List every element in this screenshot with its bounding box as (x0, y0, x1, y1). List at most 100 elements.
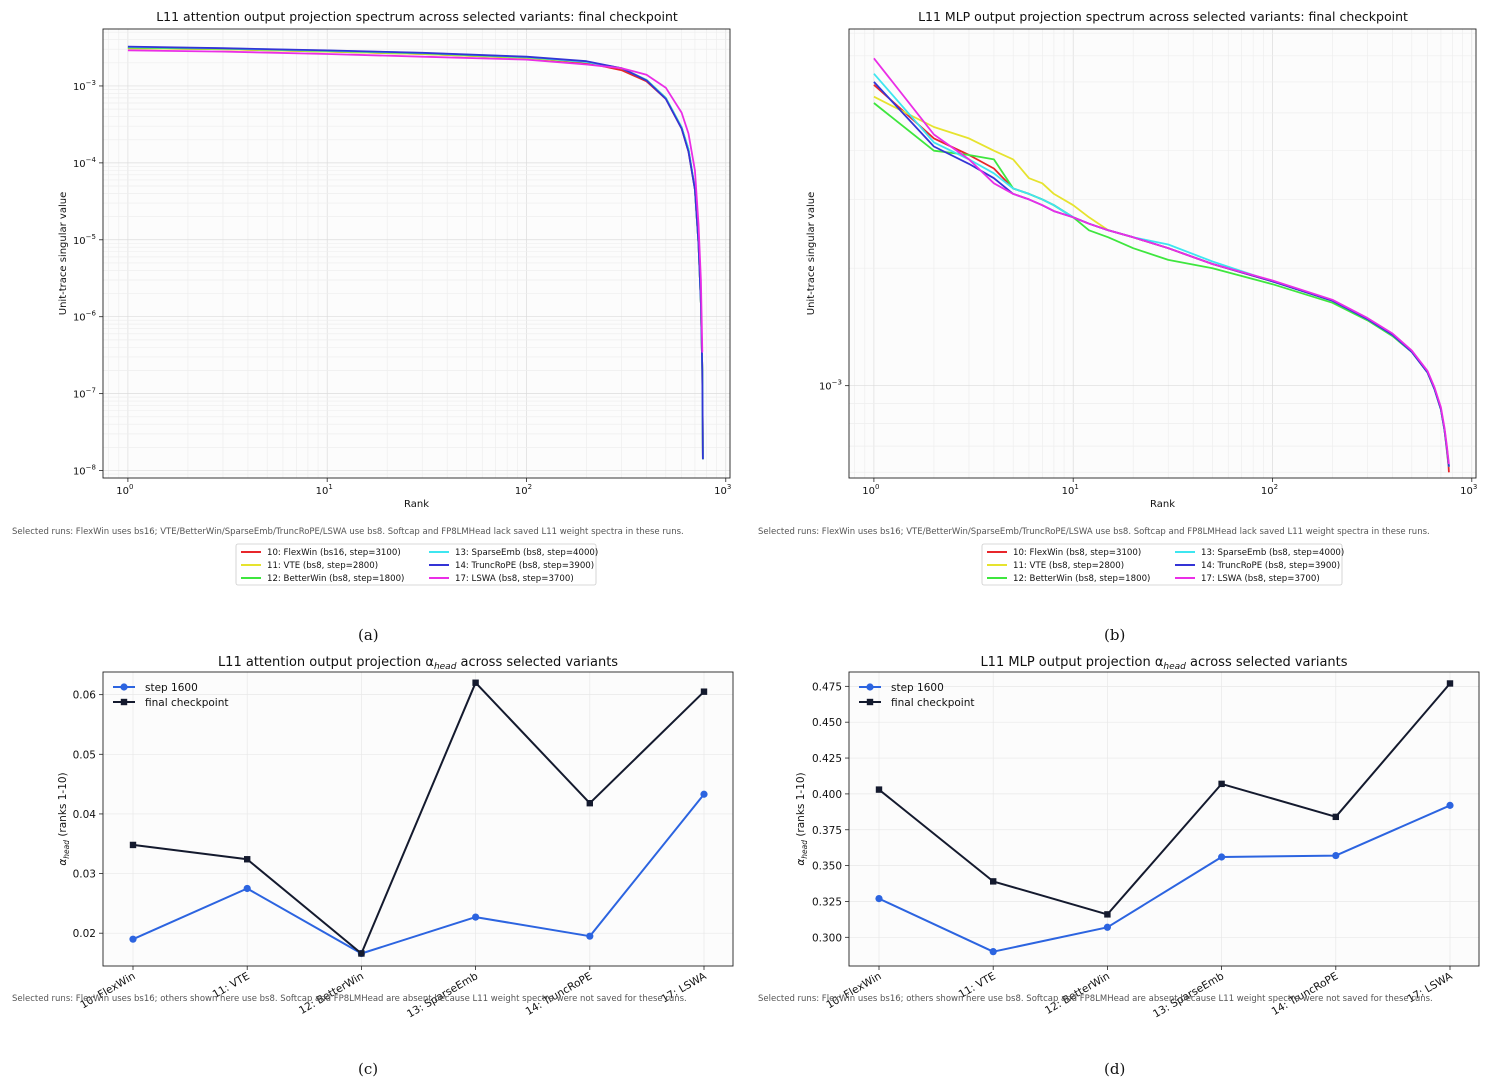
series-line-step1600 (132, 793, 705, 955)
data-point-step1600 (1332, 851, 1340, 860)
footnote-b: Selected runs: FlexWin uses bs16; VTE/Be… (758, 527, 1430, 537)
data-point-step1600 (129, 935, 137, 943)
data-point-step1600 (243, 884, 251, 893)
y-tick-label: 0.375 (812, 825, 842, 837)
grid (103, 29, 730, 479)
data-point-step1600 (1446, 801, 1454, 809)
caption-c: (c) (358, 1060, 379, 1078)
caption-b: (b) (1104, 626, 1126, 644)
data-point-final (700, 688, 708, 695)
series-line-step1600 (878, 804, 1451, 953)
x-tick-label: 102 (515, 483, 532, 497)
legend-label: 12: BetterWin (bs8, step=1800) (1013, 574, 1150, 584)
legend-label: 10: FlexWin (bs16, step=3100) (267, 548, 401, 558)
data-point-final (990, 878, 997, 885)
x-tick-label: 102 (1261, 483, 1278, 497)
data-point-final (875, 786, 883, 793)
data-point-final (1332, 813, 1339, 821)
legend-marker (866, 683, 874, 691)
y-tick-label: 0.350 (812, 861, 842, 873)
data-point-final (1104, 911, 1111, 918)
data-point-step1600 (1218, 853, 1226, 861)
y-axis-label: αhead (ranks 1-10) (57, 772, 71, 865)
y-tick-label: 10−3 (73, 79, 96, 93)
series-line-17 (127, 49, 704, 353)
legend-marker (120, 698, 128, 706)
caption-d: (d) (1104, 1060, 1126, 1078)
footnote-d: Selected runs: FlexWin uses bs16; others… (758, 994, 1433, 1004)
y-axis-label: Unit-trace singular value (58, 192, 69, 315)
legend-label: step 1600 (891, 682, 944, 694)
y-axis-label: Unit-trace singular value (806, 192, 817, 315)
plot-frame (848, 671, 1480, 967)
x-tick-label: 101 (316, 483, 333, 497)
plot-area (103, 29, 730, 478)
caption-a: (a) (358, 626, 379, 644)
y-axis-label: αhead (ranks 1-10) (795, 772, 809, 865)
plot-area (849, 29, 1476, 478)
footnote-c: Selected runs: FlexWin uses bs16; others… (12, 994, 687, 1004)
data-point-final (358, 950, 365, 957)
chart-title: L11 MLP output projection spectrum acros… (918, 9, 1408, 24)
legend-label: 17: LSWA (bs8, step=3700) (455, 574, 574, 584)
x-tick-label: 10: FlexWin (78, 970, 137, 1011)
y-tick-label: 10−8 (73, 464, 96, 478)
data-point-step1600 (472, 913, 480, 921)
plot-frame (848, 28, 1477, 479)
legend-label: 10: FlexWin (bs8, step=3100) (1013, 548, 1141, 558)
y-tick-label: 10−6 (73, 310, 97, 324)
legend-label: 13: SparseEmb (bs8, step=4000) (1201, 548, 1344, 558)
data-point-final (472, 679, 479, 686)
legend-marker (866, 698, 874, 706)
data-point-final (129, 841, 137, 849)
series-line-14 (127, 45, 704, 460)
legend-label: 11: VTE (bs8, step=2800) (1013, 561, 1124, 571)
footnote-a: Selected runs: FlexWin uses bs16; VTE/Be… (12, 527, 684, 537)
legend-frame (235, 543, 597, 586)
legend: step 1600 final checkpoint (113, 682, 228, 709)
data-point-step1600 (586, 932, 594, 940)
legend: 10: FlexWin (bs16, step=3100) 11: VTE (bs… (235, 543, 598, 586)
y-tick-label: 10−3 (819, 379, 842, 393)
y-tick-label: 10−5 (73, 233, 96, 247)
legend: 10: FlexWin (bs8, step=3100) 11: VTE (bs8… (981, 543, 1344, 586)
data-point-final (586, 799, 593, 807)
x-tick-label: 100 (116, 483, 133, 497)
data-point-step1600 (1103, 923, 1111, 931)
x-axis-label: Rank (1150, 499, 1175, 510)
y-tick-label: 0.400 (812, 789, 842, 801)
grid (849, 672, 1479, 966)
data-point-final (244, 856, 251, 863)
legend-label: step 1600 (145, 682, 198, 694)
data-point-step1600 (700, 790, 708, 798)
y-tick-label: 0.03 (73, 869, 96, 881)
grid (103, 672, 733, 966)
plot-frame (102, 28, 731, 479)
y-tick-label: 0.02 (73, 928, 96, 940)
data-point-final (1218, 780, 1225, 788)
legend-label: 11: VTE (bs8, step=2800) (267, 561, 378, 571)
legend-label: 14: TruncRoPE (bs8, step=3900) (1201, 561, 1340, 571)
series-line-final (878, 682, 1451, 916)
y-tick-label: 0.300 (812, 932, 842, 944)
data-point-step1600 (989, 948, 997, 956)
legend-label: 17: LSWA (bs8, step=3700) (1201, 574, 1320, 584)
y-tick-label: 0.475 (812, 681, 842, 693)
y-tick-label: 0.450 (812, 717, 842, 729)
y-tick-label: 0.04 (73, 809, 97, 821)
chart-b: 100 101 102 103 10−3 L11 MLP output projectio… (806, 9, 1477, 586)
grid (849, 29, 1476, 478)
data-point-step1600 (875, 894, 883, 903)
x-tick-label: 10: FlexWin (824, 970, 883, 1011)
legend-label: 12: BetterWin (bs8, step=1800) (267, 574, 404, 584)
x-tick-label: 103 (714, 483, 731, 497)
y-tick-label: 0.425 (812, 753, 842, 765)
x-tick-label: 101 (1062, 483, 1079, 497)
y-tick-label: 0.325 (812, 896, 842, 908)
chart-title: L11 attention output projection αhead ac… (218, 655, 618, 672)
x-tick-label: 103 (1460, 483, 1477, 497)
plot-area (849, 672, 1479, 966)
chart-a: 100 101 102 103 10−8 10−7 10−6 10−5 10−4 10−3 L11 … (58, 9, 731, 586)
